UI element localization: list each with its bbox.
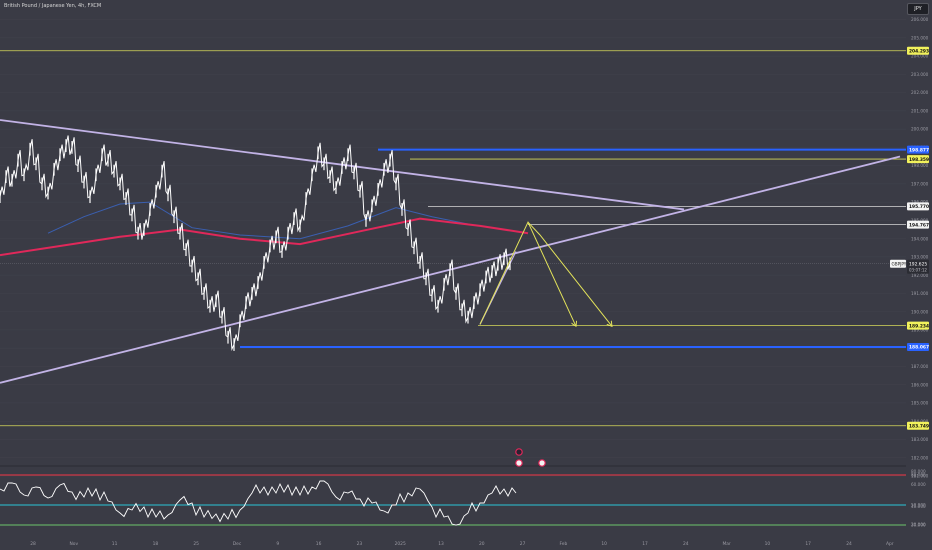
time-tick-label: 27 [520, 541, 526, 547]
price-tick-label: 203.000 [911, 72, 929, 77]
time-tick-label: 24 [683, 541, 689, 547]
level-badge-label: 183.749 [909, 423, 929, 429]
time-tick-label: Dec [233, 541, 242, 547]
level-badge [907, 220, 929, 229]
level-badge [907, 46, 929, 55]
price-axis[interactable]: 206.000 205.000 204.000 203.000 202.000 201.0… [906, 0, 932, 550]
price-tick-label: 189.000 [911, 328, 929, 333]
time-tick-label: 10 [601, 541, 607, 547]
price-tick-label: 198.000 [911, 163, 929, 168]
event-marker-flag [515, 448, 523, 456]
time-tick-label: 23 [357, 541, 363, 547]
rsi-tick-label: 80.000 [911, 469, 926, 474]
time-tick-label: 11 [112, 541, 118, 547]
price-series [0, 135, 511, 352]
symbol-badge [890, 259, 906, 268]
time-axis[interactable]: 28 Nov 11 18 25 Dec 9 16 23 2025 13 20 27 Feb 10 17 24 Ma… [0, 536, 932, 550]
price-tick-label: 191.000 [911, 291, 929, 296]
time-tick-label: 16 [316, 541, 322, 547]
time-tick-label: 9 [276, 541, 279, 547]
level-badge [907, 202, 929, 211]
time-tick-label: 18 [153, 541, 159, 547]
price-badges: 204.293 198.877 198.359 195.770 194.767 189.2… [890, 46, 929, 528]
level-badge-label: 188.067 [909, 345, 929, 351]
price-tick-label: 193.000 [911, 255, 929, 260]
time-tick-label: 24 [846, 541, 852, 547]
time-tick-label: 17 [642, 541, 648, 547]
time-tick-label: Mar [722, 541, 730, 547]
last-price-badge [907, 259, 929, 274]
countdown-label: 03:07:12 [909, 267, 927, 272]
price-tick-label: 204.000 [911, 54, 929, 59]
level-badge [907, 155, 929, 164]
price-tick-label: 185.000 [911, 401, 929, 406]
price-line [0, 135, 511, 352]
price-tick-label: 206.000 [911, 17, 929, 22]
time-tick-label: 13 [438, 541, 444, 547]
price-tick-label: 190.000 [911, 309, 929, 314]
rsi-pane [0, 465, 932, 526]
price-tick-label: 200.000 [911, 127, 929, 132]
last-price-label: 192.625 [909, 261, 927, 267]
price-tick-label: 182.000 [911, 455, 929, 460]
price-tick-label: 186.000 [911, 382, 929, 387]
price-tick-label: 194.000 [911, 236, 929, 241]
time-tick-label: 2025 [395, 541, 406, 547]
time-tick-label: Apr [886, 541, 894, 547]
rsi-level-label: 80.000 [911, 473, 926, 478]
price-tick-label: 196.000 [911, 200, 929, 205]
level-badge [907, 342, 929, 351]
chart-title: British Pound / Japanese Yen, 4h, FXCM [4, 3, 102, 9]
time-tick-label: 10 [765, 541, 771, 547]
rsi-level-label: 30.000 [911, 523, 926, 528]
time-tick-label: Nov [70, 541, 79, 547]
level-badge [907, 321, 929, 330]
event-marker-news [538, 459, 546, 467]
price-tick-label: 192.000 [911, 273, 929, 278]
price-axis-bg [906, 0, 932, 550]
ma-blue-line [47, 201, 469, 240]
level-badge [907, 421, 929, 430]
level-badge-label: 194.767 [909, 222, 929, 228]
rsi-line [0, 480, 517, 526]
price-tick-label: 184.000 [911, 419, 929, 424]
event-markers[interactable] [515, 448, 546, 467]
event-marker-news [515, 459, 523, 467]
price-tick-label: 201.000 [911, 108, 929, 113]
price-tick-label: 187.000 [911, 364, 929, 369]
projection-arrows[interactable] [479, 221, 612, 326]
level-badge-label: 198.877 [909, 147, 929, 153]
currency-button[interactable]: JPY [907, 3, 929, 15]
level-badge-label: 204.293 [909, 48, 929, 54]
rsi-tick-label: 60.000 [911, 482, 926, 487]
price-tick-label: 183.000 [911, 437, 929, 442]
projection-arrow [527, 221, 612, 326]
price-tick-label: 181.000 [911, 474, 929, 479]
rsi-tick-label: 20.000 [911, 522, 926, 527]
time-axis-bg [0, 536, 932, 550]
time-tick-label: 28 [30, 541, 36, 547]
time-tick-label: 17 [805, 541, 811, 547]
price-tick-label: 197.000 [911, 181, 929, 186]
level-badge [907, 145, 929, 154]
level-badge-label: 189.234 [909, 323, 929, 329]
rsi-level-label: 50.000 [911, 503, 926, 508]
rsi-tick-label: 40.000 [911, 504, 926, 509]
time-tick-label: Feb [560, 541, 568, 547]
price-tick-label: 195.000 [911, 218, 929, 223]
level-badge-label: 198.359 [909, 157, 929, 163]
time-tick-label: 20 [479, 541, 485, 547]
level-badge-label: 195.770 [909, 204, 929, 210]
price-tick-label: 202.000 [911, 90, 929, 95]
time-tick-label: 25 [193, 541, 199, 547]
symbol-label: GBPJPY [892, 261, 907, 266]
price-tick-label: 205.000 [911, 35, 929, 40]
